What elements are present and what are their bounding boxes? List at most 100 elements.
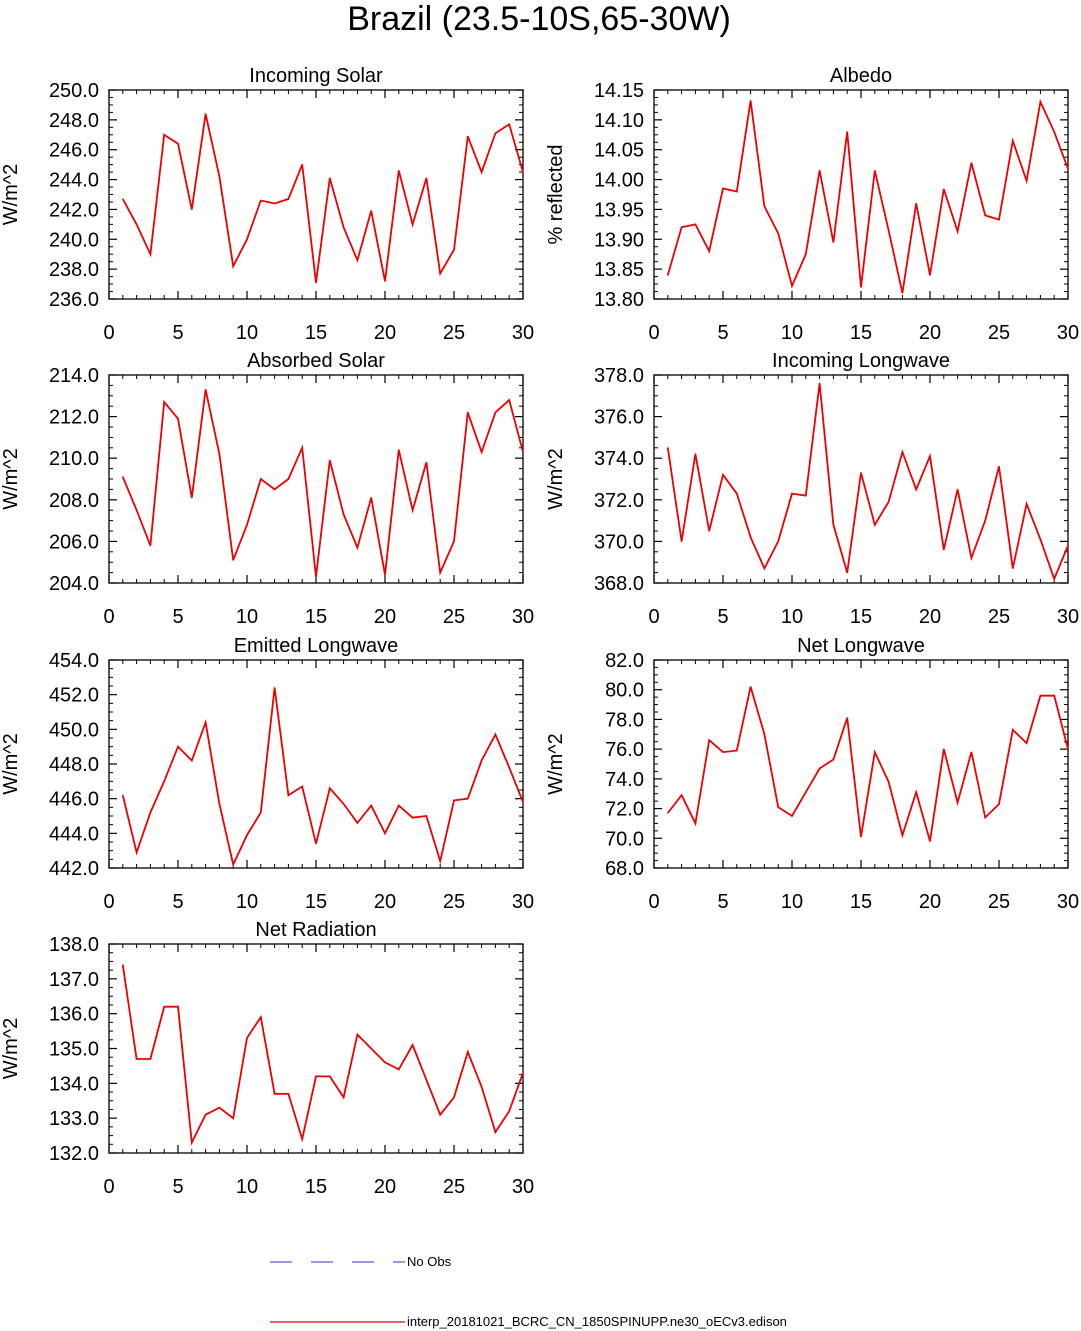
y-tick-label: 72.0 bbox=[605, 799, 644, 821]
data-point bbox=[722, 751, 724, 753]
series-line-model bbox=[667, 686, 1069, 842]
data-point bbox=[218, 1107, 220, 1109]
data-point bbox=[149, 811, 151, 814]
chart-panel-5: Emitted Longwave W/m^2 442.0 444.0 446.0 448.… bbox=[0, 635, 534, 913]
data-point bbox=[191, 1141, 193, 1144]
data-point bbox=[736, 750, 738, 752]
data-point bbox=[439, 860, 441, 862]
data-point bbox=[412, 817, 414, 819]
y-tick-label: 210.0 bbox=[49, 448, 99, 470]
data-point bbox=[136, 509, 138, 511]
data-point bbox=[370, 497, 372, 499]
y-axis-label: W/m^2 bbox=[0, 164, 22, 226]
y-tick-label: 442.0 bbox=[49, 858, 99, 880]
x-tick-label: 5 bbox=[717, 606, 728, 628]
y-axis-label: W/m^2 bbox=[0, 733, 22, 795]
data-point bbox=[777, 540, 779, 543]
data-point bbox=[301, 785, 303, 788]
y-tick-label: 208.0 bbox=[49, 490, 99, 512]
y-tick-label: 206.0 bbox=[49, 531, 99, 553]
data-point bbox=[970, 751, 973, 753]
y-tick-label: 242.0 bbox=[49, 199, 99, 221]
data-point bbox=[163, 401, 165, 403]
data-point bbox=[957, 802, 959, 804]
data-point bbox=[122, 476, 124, 478]
data-point bbox=[736, 493, 738, 495]
y-tick-label: 370.0 bbox=[594, 531, 644, 553]
data-point bbox=[260, 811, 262, 814]
data-point bbox=[260, 199, 262, 202]
data-point bbox=[777, 806, 779, 808]
data-point bbox=[384, 280, 386, 282]
panel-title: Absorbed Solar bbox=[247, 350, 385, 372]
data-point bbox=[122, 964, 124, 966]
data-point bbox=[998, 465, 1000, 468]
data-point bbox=[943, 188, 945, 190]
data-point bbox=[218, 453, 220, 455]
data-point bbox=[398, 170, 400, 172]
data-point bbox=[763, 205, 766, 207]
data-point bbox=[791, 493, 793, 495]
y-tick-label: 13.85 bbox=[594, 259, 644, 281]
data-point bbox=[957, 230, 959, 233]
data-point bbox=[522, 1072, 524, 1074]
y-axis-label: W/m^2 bbox=[545, 733, 567, 795]
data-point bbox=[274, 488, 276, 490]
data-point bbox=[1039, 538, 1041, 540]
data-point bbox=[205, 721, 207, 724]
series-line-model bbox=[666, 383, 1069, 582]
data-point bbox=[301, 1138, 303, 1140]
data-point bbox=[315, 1075, 317, 1077]
data-point bbox=[329, 177, 331, 179]
data-point bbox=[694, 223, 697, 225]
x-tick-label: 0 bbox=[103, 606, 114, 628]
data-point bbox=[667, 812, 669, 814]
x-tick-label: 5 bbox=[172, 606, 183, 628]
data-point bbox=[832, 758, 835, 761]
y-tick-label: 368.0 bbox=[594, 573, 644, 595]
y-tick-label: 134.0 bbox=[49, 1073, 99, 1095]
data-point bbox=[425, 461, 427, 463]
panel-title: Net Radiation bbox=[255, 919, 376, 941]
data-point bbox=[1053, 578, 1055, 580]
x-tick-label: 30 bbox=[512, 322, 534, 344]
x-tick-label: 20 bbox=[374, 891, 396, 913]
data-point bbox=[136, 1058, 138, 1060]
x-tick-label: 20 bbox=[919, 606, 941, 628]
data-point bbox=[750, 686, 752, 688]
data-point bbox=[508, 766, 510, 769]
data-point bbox=[439, 572, 441, 574]
panel-title: Emitted Longwave bbox=[234, 635, 399, 657]
x-tick-label: 25 bbox=[988, 606, 1010, 628]
chart-panel-3: Absorbed Solar W/m^2 204.0 206.0 208.0 210.0 2… bbox=[0, 350, 534, 628]
legend: No Obs interp_20181021_BCRC_CN_1850SPINU… bbox=[270, 1254, 787, 1329]
series-line-model bbox=[122, 113, 524, 283]
data-point bbox=[163, 780, 165, 782]
data-point bbox=[384, 832, 386, 834]
data-point bbox=[481, 451, 483, 453]
data-point bbox=[439, 273, 441, 275]
data-point bbox=[970, 557, 973, 559]
data-point bbox=[874, 524, 876, 526]
y-tick-label: 236.0 bbox=[49, 289, 99, 311]
data-point bbox=[136, 851, 138, 854]
x-tick-label: 10 bbox=[236, 322, 258, 344]
panels: Incoming Solar W/m^2 236.0 238.0 240.0 242.0 2… bbox=[0, 65, 1079, 1198]
data-point bbox=[1012, 729, 1014, 731]
data-point bbox=[439, 1114, 441, 1116]
data-point bbox=[274, 202, 276, 205]
data-point bbox=[494, 132, 496, 134]
data-point bbox=[763, 567, 766, 570]
data-point bbox=[694, 822, 697, 825]
data-point bbox=[694, 453, 697, 455]
data-point bbox=[819, 767, 821, 770]
data-point bbox=[163, 134, 165, 136]
data-point bbox=[1012, 567, 1014, 570]
y-tick-label: 204.0 bbox=[49, 573, 99, 595]
y-tick-label: 76.0 bbox=[605, 739, 644, 761]
data-point bbox=[984, 214, 986, 216]
data-point bbox=[301, 447, 303, 449]
data-point bbox=[860, 836, 862, 838]
data-point bbox=[232, 863, 234, 866]
data-point bbox=[329, 1075, 331, 1077]
